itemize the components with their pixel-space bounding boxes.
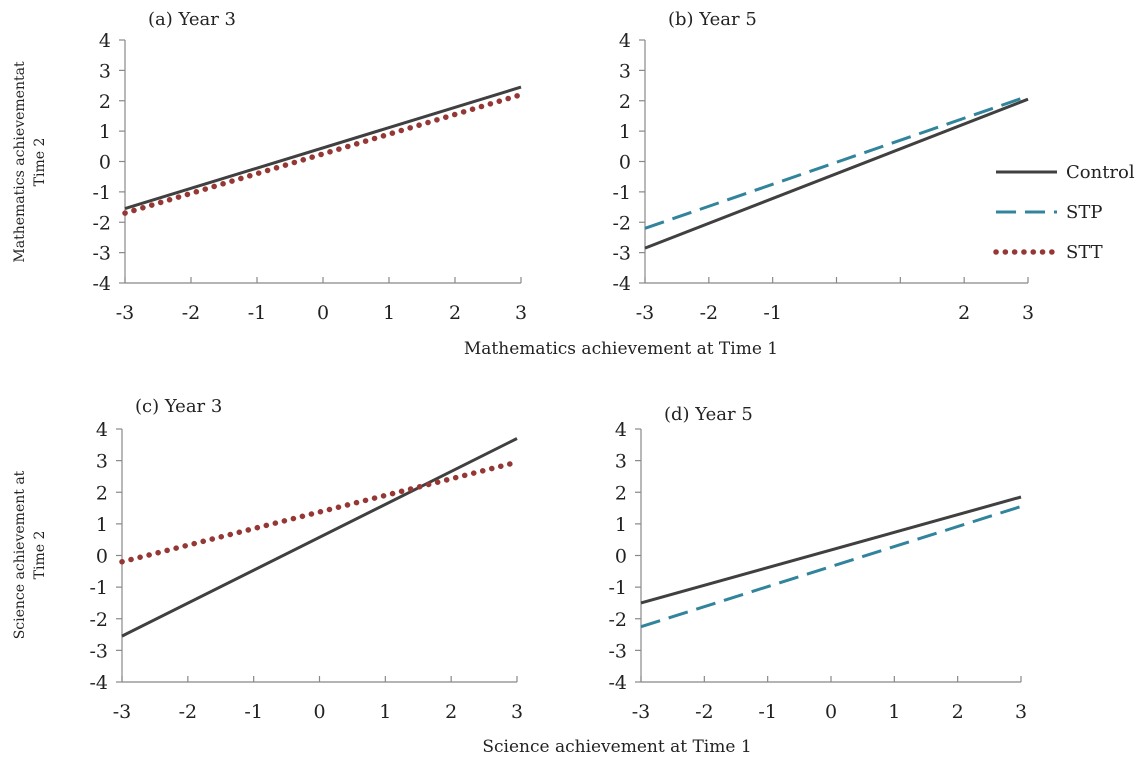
science-y-axis-label-line2: Time 2 [32,531,48,580]
y-tick-label: 1 [99,121,111,143]
y-tick-label: 4 [96,419,108,441]
science-x-axis-label: Science achievement at Time 1 [482,737,751,757]
series-line-control [644,97,1029,250]
legend: Control STP STT [993,162,1135,263]
x-tick-label: 1 [888,701,900,723]
y-tick-label: 1 [96,514,108,536]
x-tick-label: -3 [116,302,135,324]
series-line-control [124,85,522,211]
x-tick-label: 0 [313,701,325,723]
x-tick-label: 2 [952,701,964,723]
x-tick-label: 1 [383,302,395,324]
y-tick-label: 0 [615,546,627,568]
y-tick-label: -4 [612,273,631,295]
y-tick-label: 0 [96,546,108,568]
y-tick-label: 3 [99,60,111,82]
panel-title: (a) Year 3 [148,9,236,30]
science-y-axis-label: Science achievement at Time 2 [12,470,48,639]
math-x-axis-label: Mathematics achievement at Time 1 [464,339,778,359]
y-tick-label: 2 [99,91,111,113]
y-tick-label: -3 [612,243,631,265]
series-line-stp [640,505,1022,629]
x-tick-label: -2 [179,701,198,723]
panel-title: (b) Year 5 [668,9,757,30]
y-tick-label: 0 [99,152,111,174]
y-tick-label: 3 [619,60,631,82]
series-line-stt [122,91,524,216]
y-tick-label: 2 [96,482,108,504]
x-tick-label: -1 [244,701,263,723]
y-tick-label: 1 [615,514,627,536]
x-tick-label: 2 [958,302,970,324]
y-tick-label: 4 [99,30,111,52]
y-tick-label: 1 [619,121,631,143]
y-tick-label: 4 [619,30,631,52]
x-tick-label: -1 [758,701,777,723]
y-tick-label: -4 [92,273,111,295]
x-tick-label: -3 [632,701,651,723]
y-tick-label: 2 [615,482,627,504]
y-tick-label: 3 [615,451,627,473]
x-tick-label: -2 [700,302,719,324]
x-tick-label: 1 [379,701,391,723]
y-tick-label: 3 [96,451,108,473]
y-tick-label: -4 [89,672,108,694]
x-tick-label: 0 [317,302,329,324]
x-tick-label: -2 [695,701,714,723]
x-tick-label: 0 [825,701,837,723]
x-tick-label: -3 [113,701,132,723]
x-tick-label: 2 [449,302,461,324]
y-tick-label: -2 [92,212,111,234]
x-tick-label: 3 [511,701,523,723]
x-tick-label: -1 [248,302,267,324]
y-tick-label: -2 [89,609,108,631]
y-tick-label: 2 [619,91,631,113]
y-tick-label: -4 [608,672,627,694]
x-tick-label: 3 [1022,302,1034,324]
math-y-axis-label: Mathematics achievementat Time 2 [12,61,48,263]
x-tick-label: 3 [1015,701,1027,723]
y-tick-label: -2 [612,212,631,234]
science-y-axis-label-line1: Science achievement at [12,470,28,639]
x-tick-label: -1 [763,302,782,324]
x-tick-label: -3 [636,302,655,324]
legend-label-stp: STP [1066,202,1102,223]
y-tick-label: -2 [608,609,627,631]
x-tick-label: 3 [515,302,527,324]
y-tick-label: -3 [89,640,108,662]
y-tick-label: -1 [92,182,111,204]
y-tick-label: -3 [608,640,627,662]
series-line-stt [119,459,520,565]
math-y-axis-label-line1: Mathematics achievementat [12,61,28,263]
x-tick-label: 2 [445,701,457,723]
panel-title: (c) Year 3 [135,396,222,417]
y-tick-label: -1 [612,182,631,204]
legend-label-stt: STT [1066,242,1103,263]
series-line-stp [644,94,1029,230]
y-tick-label: 4 [615,419,627,441]
legend-label-control: Control [1066,162,1135,183]
y-tick-label: -1 [89,577,108,599]
series-line-control [121,437,518,638]
series-line-control [640,495,1022,605]
math-y-axis-label-line2: Time 2 [32,138,48,187]
y-tick-label: -1 [608,577,627,599]
y-tick-label: -3 [92,243,111,265]
y-tick-label: 0 [619,152,631,174]
x-tick-label: -2 [182,302,201,324]
panel-title: (d) Year 5 [664,404,753,425]
